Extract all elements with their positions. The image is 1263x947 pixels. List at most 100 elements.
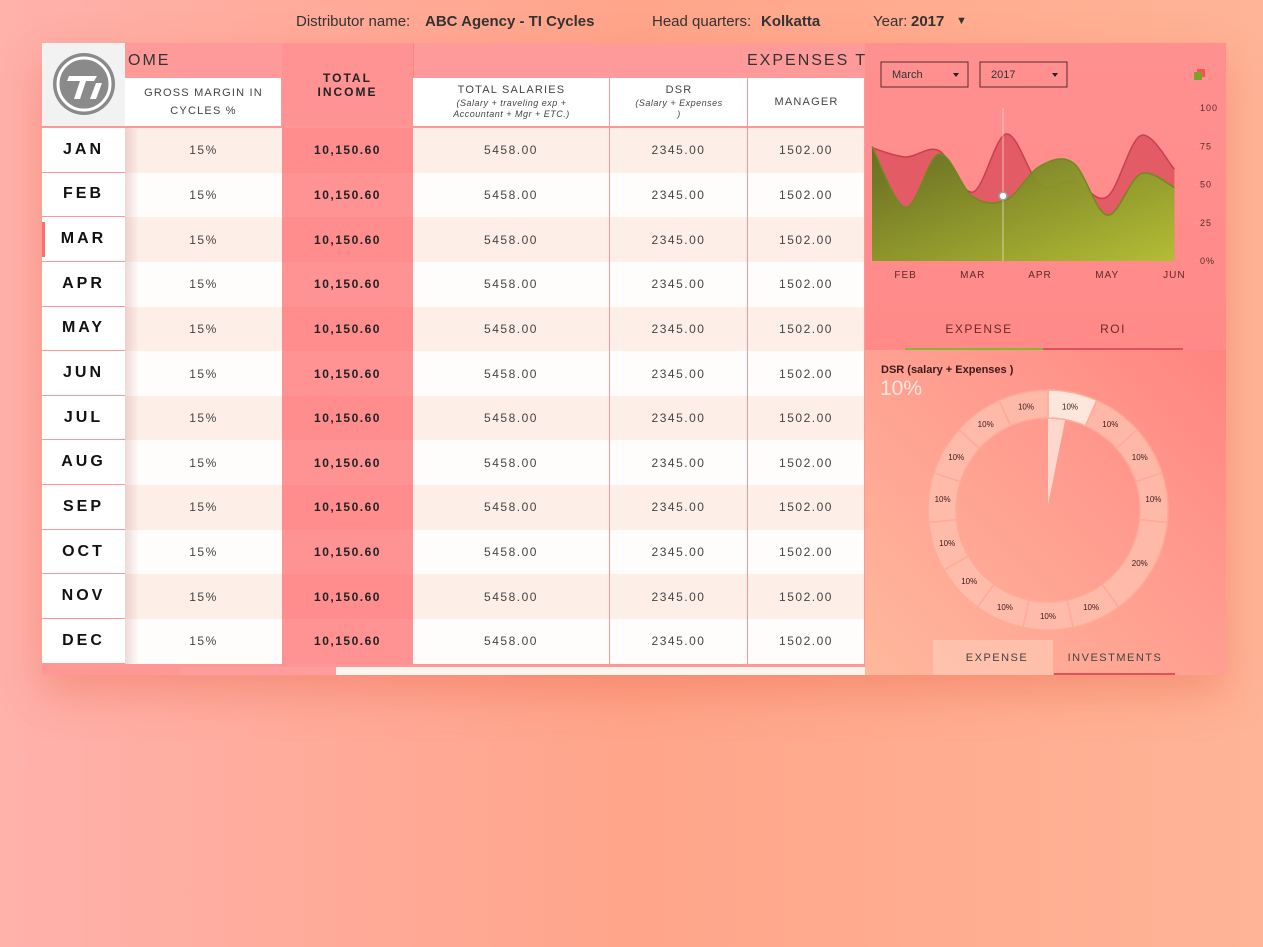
pie-label: 10% <box>948 453 964 462</box>
table-cell: 5458.00 <box>413 619 609 664</box>
section-title: OME <box>128 52 171 69</box>
pie-title: DSR (salary + Expenses ) <box>881 364 1014 376</box>
left-fade <box>125 128 139 664</box>
table-cell: 15% <box>125 172 282 218</box>
month-cell: OCT <box>42 529 125 574</box>
year[interactable]: 2017 <box>911 13 945 30</box>
table-cell: 2345.00 <box>610 351 747 396</box>
column-header <box>610 78 747 126</box>
area-line <box>871 133 1175 200</box>
icon <box>1194 72 1202 80</box>
tab: EXPENSE <box>966 652 1028 664</box>
income-cell: 10,150.60 <box>282 172 413 218</box>
pie-label: 10% <box>1083 603 1099 612</box>
month-cell: APR <box>42 261 125 306</box>
logo <box>53 53 115 115</box>
table-cell: 2345.00 <box>610 172 747 218</box>
month-cell: MAY <box>42 306 125 351</box>
table-cell: 15% <box>125 485 282 530</box>
column-title: TOTAL SALARIES <box>457 84 566 96</box>
pie-label: 10% <box>935 495 951 504</box>
column-title: DSR <box>665 84 693 96</box>
pie-label: 10% <box>1062 402 1078 411</box>
dropdown-arrow[interactable]: ▼ <box>956 15 967 27</box>
tab-underline <box>1054 673 1175 675</box>
pie-label: 20% <box>1132 559 1148 568</box>
table-cell: 15% <box>125 574 282 620</box>
table-cell: 2345.00 <box>610 574 747 620</box>
table-cell: 1502.00 <box>748 440 864 486</box>
month-cell: FEB <box>42 172 125 217</box>
pie-annotation: 10% <box>880 377 922 400</box>
table-cell: 1502.00 <box>748 395 864 441</box>
table-cell: 5458.00 <box>413 440 609 486</box>
column-title: TOTAL INCOME <box>317 71 378 99</box>
pie-label: 10% <box>978 420 994 429</box>
divider <box>413 43 414 78</box>
top-bar: Distributor name: ABC Agency - TI Cycles… <box>0 13 1263 33</box>
dropdown-arrow <box>953 73 959 77</box>
table-cell: 15% <box>125 619 282 664</box>
headquarters: Kolkatta <box>761 13 821 30</box>
table-cell: 2345.00 <box>610 128 747 173</box>
table-cell: 1502.00 <box>748 306 864 352</box>
table-cell: 5458.00 <box>413 306 609 352</box>
table-cell: 1502.00 <box>748 485 864 530</box>
table-cell: 5458.00 <box>413 217 609 262</box>
table-cell: 5458.00 <box>413 261 609 307</box>
y-tick-label: 25 <box>1200 218 1212 228</box>
column-header <box>413 78 609 126</box>
tab-bg <box>933 640 1053 675</box>
label: Distributor name: <box>296 13 411 30</box>
table-cell: 2345.00 <box>610 395 747 441</box>
dropdown-arrow <box>1052 73 1058 77</box>
column-title: GROSS MARGIN IN CYCLES % <box>144 87 263 117</box>
table-cell: 1502.00 <box>748 529 864 575</box>
x-tick-label: APR <box>1028 270 1052 281</box>
column-subtitle: (Salary + Expenses ) <box>635 98 723 119</box>
table-cell: 5458.00 <box>413 485 609 530</box>
month-cell: DEC <box>42 619 125 663</box>
table-cell: 5458.00 <box>413 128 609 173</box>
table-cell: 15% <box>125 261 282 307</box>
table-cell: 2345.00 <box>610 440 747 486</box>
income-cell: 10,150.60 <box>282 351 413 396</box>
column-header <box>282 43 413 126</box>
table-cell: 1502.00 <box>748 217 864 262</box>
month-cell: JUN <box>42 351 125 395</box>
table-cell: 2345.00 <box>610 485 747 530</box>
distributor: ABC Agency - TI Cycles <box>425 13 595 30</box>
table-cell: 2345.00 <box>610 217 747 262</box>
table-cell: 15% <box>125 128 282 173</box>
y-tick-label: 50 <box>1200 180 1212 190</box>
table-cell: 15% <box>125 351 282 396</box>
income-cell: 10,150.60 <box>282 619 413 664</box>
income-cell: 10,150.60 <box>282 574 413 620</box>
pie-label: 10% <box>1145 495 1161 504</box>
table-cell: 2345.00 <box>610 306 747 352</box>
table-cell: 5458.00 <box>413 529 609 575</box>
dropdown-value: March <box>892 69 923 81</box>
y-tick-label: 100 <box>1200 103 1218 113</box>
table-cell: 5458.00 <box>413 351 609 396</box>
table-cell: 1502.00 <box>748 128 864 173</box>
y-tick-label: 75 <box>1200 141 1212 151</box>
chart: March 2017 EXPENSE ROI EXPENSE INVESTMENTS 0% 2… <box>871 61 1218 675</box>
section-header <box>125 43 865 78</box>
income-cell: 10,150.60 <box>282 261 413 307</box>
selected-marker <box>42 222 45 257</box>
hover-dot <box>998 191 1008 201</box>
highlight-wedge <box>1048 418 1066 505</box>
scrollbar <box>336 667 865 675</box>
month-cell: JUL <box>42 395 125 440</box>
dropdown-value: 2017 <box>991 69 1015 81</box>
table-cell: 1502.00 <box>748 351 864 396</box>
table-cell: 15% <box>125 529 282 575</box>
dropdown[interactable] <box>979 61 1068 88</box>
income-cell: 10,150.60 <box>282 485 413 530</box>
logo-box <box>42 43 125 126</box>
table-cell: 1502.00 <box>748 574 864 620</box>
table-cell: 1502.00 <box>748 619 864 664</box>
dropdown[interactable] <box>880 61 969 88</box>
pie-label: 10% <box>961 577 977 586</box>
